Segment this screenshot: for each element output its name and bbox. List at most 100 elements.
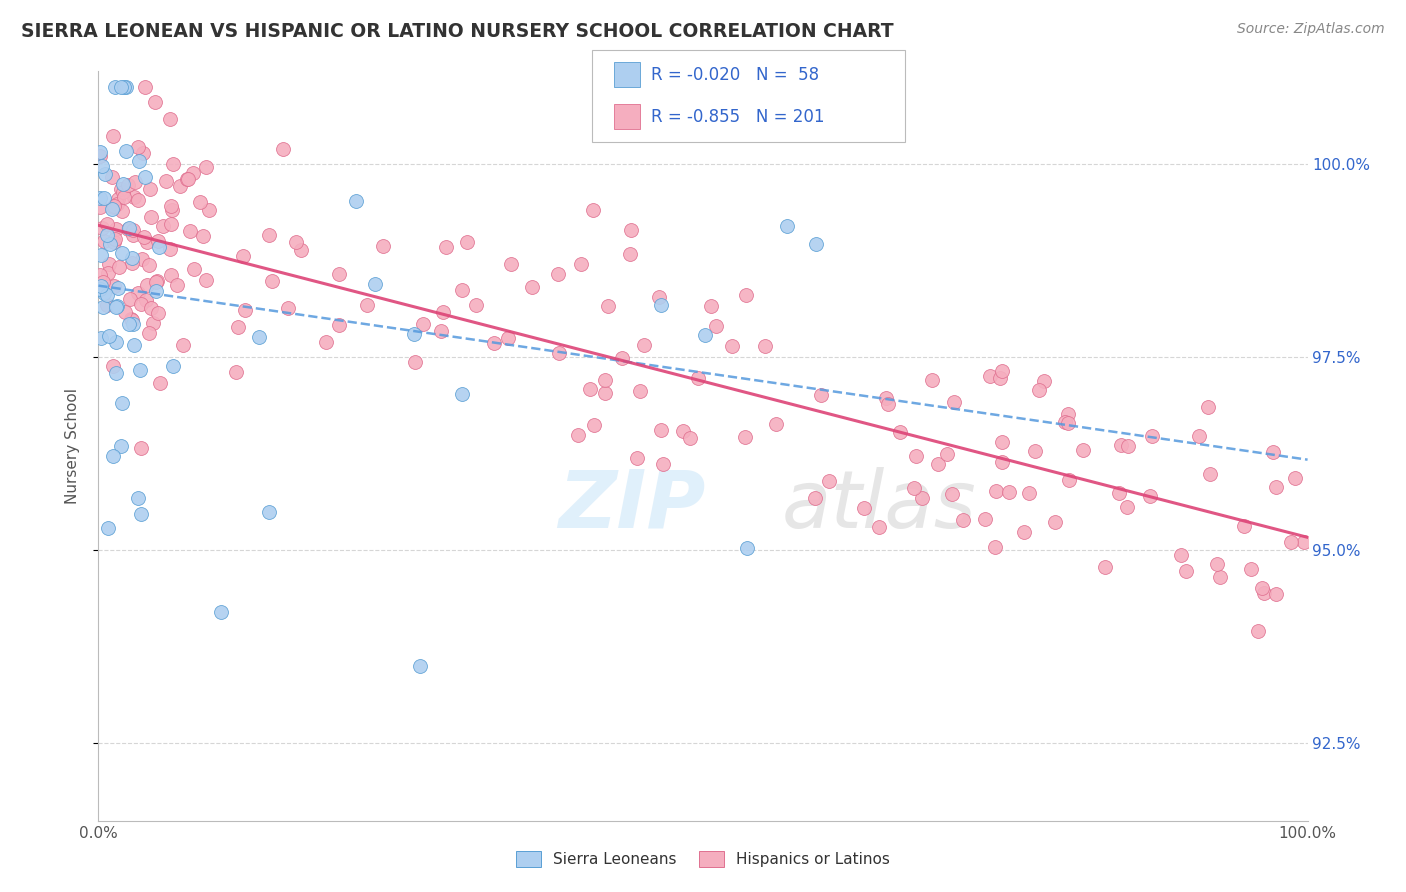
Point [1012,525,1035,540]
Legend: Sierra Leoneans, Hispanics or Latinos: Sierra Leoneans, Hispanics or Latinos [510,845,896,873]
Point [110,182,132,196]
Point [122,190,145,204]
Point [1108,486,1130,500]
Point [111,177,134,191]
Point [569,257,592,271]
Point [1018,486,1040,500]
Point [181,166,204,180]
Point [162,157,184,171]
Point [693,328,716,343]
Point [146,234,169,248]
Point [97,520,120,534]
Point [651,457,673,471]
Point [127,194,149,208]
Point [1142,429,1164,443]
Point [315,334,337,349]
Point [260,274,283,288]
Point [1024,444,1046,458]
Point [1188,429,1211,443]
Point [927,458,949,472]
Point [984,484,1007,499]
Point [754,338,776,352]
Point [1263,445,1285,459]
Point [172,338,194,352]
Point [1264,587,1286,601]
Point [155,174,177,188]
Point [90,248,112,262]
Point [89,191,111,205]
Point [160,198,183,212]
Point [952,513,974,527]
Point [1116,439,1139,453]
Point [456,235,478,249]
Point [128,154,150,169]
Point [434,240,457,254]
Point [122,337,145,351]
Point [1247,624,1270,638]
Point [633,338,655,352]
Point [120,292,142,306]
Point [103,235,125,250]
Point [921,373,943,387]
Point [271,142,294,156]
Point [97,258,120,272]
Point [89,149,111,163]
Point [688,371,710,385]
Point [356,298,378,312]
Point [107,281,129,295]
Point [290,243,312,257]
Point [1109,438,1132,452]
Point [105,299,128,313]
Point [1240,562,1263,576]
Point [90,220,112,235]
Point [101,200,124,214]
Point [114,79,136,94]
Text: R = -0.855   N = 201: R = -0.855 N = 201 [651,108,824,126]
Point [905,449,928,463]
Point [451,387,474,401]
Point [868,520,890,534]
Point [112,79,135,94]
Point [990,455,1012,469]
Point [89,200,111,214]
Point [1045,515,1067,529]
Point [160,217,183,231]
Point [134,169,156,184]
Point [804,491,827,505]
Point [159,242,181,256]
Point [104,367,127,381]
Point [148,240,170,254]
Point [93,191,115,205]
Point [127,491,149,505]
Point [547,267,569,281]
Point [135,293,157,308]
Point [974,512,997,526]
Point [1206,557,1229,571]
Point [735,541,758,555]
Point [104,335,127,350]
Point [139,210,162,224]
Point [141,301,163,316]
Point [183,262,205,277]
Point [96,227,118,242]
Point [118,317,141,331]
Point [233,303,256,318]
Point [110,203,132,218]
Point [889,425,911,439]
Point [90,331,112,345]
Point [89,268,111,282]
Point [127,139,149,153]
Point [582,203,605,218]
Point [1199,467,1222,481]
Point [105,196,128,211]
Point [209,605,232,619]
Point [142,316,165,330]
Text: ZIP: ZIP [558,467,706,545]
Point [128,363,150,377]
Point [135,278,157,293]
Point [626,450,648,465]
Point [159,268,181,282]
Point [650,423,672,437]
Point [700,299,723,313]
Point [1057,473,1080,487]
